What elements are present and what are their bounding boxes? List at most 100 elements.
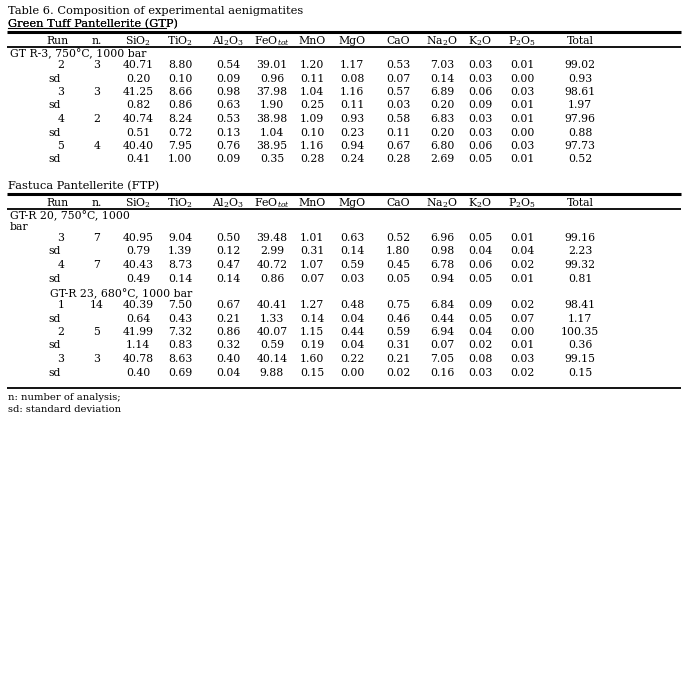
Text: 0.49: 0.49 bbox=[126, 274, 150, 283]
Text: 0.04: 0.04 bbox=[340, 313, 364, 324]
Text: 0.93: 0.93 bbox=[340, 114, 364, 124]
Text: 0.81: 0.81 bbox=[568, 274, 592, 283]
Text: 8.24: 8.24 bbox=[168, 114, 192, 124]
Text: 0.52: 0.52 bbox=[386, 233, 410, 243]
Text: 0.04: 0.04 bbox=[468, 246, 492, 256]
Text: 38.98: 38.98 bbox=[257, 114, 288, 124]
Text: 0.04: 0.04 bbox=[510, 246, 534, 256]
Text: 0.94: 0.94 bbox=[430, 274, 454, 283]
Text: 0.01: 0.01 bbox=[510, 114, 534, 124]
Text: 0.09: 0.09 bbox=[468, 101, 492, 111]
Text: 99.02: 99.02 bbox=[564, 60, 596, 70]
Text: 0.53: 0.53 bbox=[216, 114, 240, 124]
Text: 0.32: 0.32 bbox=[216, 341, 240, 350]
Text: 1.17: 1.17 bbox=[340, 60, 364, 70]
Text: 0.48: 0.48 bbox=[340, 300, 364, 310]
Text: 0.86: 0.86 bbox=[260, 274, 284, 283]
Text: 40.95: 40.95 bbox=[122, 233, 153, 243]
Text: 0.07: 0.07 bbox=[386, 73, 410, 83]
Text: GT-R 23, 680°C, 1000 bar: GT-R 23, 680°C, 1000 bar bbox=[50, 289, 192, 300]
Text: CaO: CaO bbox=[386, 198, 410, 208]
Text: MnO: MnO bbox=[299, 36, 325, 46]
Text: 1.00: 1.00 bbox=[168, 155, 192, 164]
Text: P$_2$O$_5$: P$_2$O$_5$ bbox=[508, 196, 536, 210]
Text: 0.06: 0.06 bbox=[468, 141, 492, 151]
Text: 0.08: 0.08 bbox=[340, 73, 364, 83]
Text: 4: 4 bbox=[58, 114, 65, 124]
Text: 1: 1 bbox=[58, 300, 65, 310]
Text: 7: 7 bbox=[94, 233, 100, 243]
Text: Green Tuff Pantellerite (GTP): Green Tuff Pantellerite (GTP) bbox=[8, 19, 178, 29]
Text: 40.07: 40.07 bbox=[257, 327, 288, 337]
Text: 2.99: 2.99 bbox=[260, 246, 284, 256]
Text: 0.07: 0.07 bbox=[300, 274, 324, 283]
Text: 0.00: 0.00 bbox=[510, 127, 534, 137]
Text: sd: sd bbox=[49, 73, 61, 83]
Text: 99.16: 99.16 bbox=[564, 233, 596, 243]
Text: 0.58: 0.58 bbox=[386, 114, 410, 124]
Text: 1.04: 1.04 bbox=[260, 127, 284, 137]
Text: 0.14: 0.14 bbox=[300, 313, 324, 324]
Text: 3: 3 bbox=[58, 233, 65, 243]
Text: 0.57: 0.57 bbox=[386, 87, 410, 97]
Text: 0.76: 0.76 bbox=[216, 141, 240, 151]
Text: 0.36: 0.36 bbox=[568, 341, 592, 350]
Text: Green Tuff Pantellerite (GTP): Green Tuff Pantellerite (GTP) bbox=[8, 19, 178, 29]
Text: 0.47: 0.47 bbox=[216, 260, 240, 270]
Text: K$_2$O: K$_2$O bbox=[468, 34, 492, 48]
Text: 0.21: 0.21 bbox=[386, 354, 410, 364]
Text: 0.03: 0.03 bbox=[468, 114, 492, 124]
Text: sd: standard deviation: sd: standard deviation bbox=[8, 404, 121, 414]
Text: 41.25: 41.25 bbox=[122, 87, 153, 97]
Text: 0.02: 0.02 bbox=[468, 341, 492, 350]
Text: 1.39: 1.39 bbox=[168, 246, 192, 256]
Text: P$_2$O$_5$: P$_2$O$_5$ bbox=[508, 34, 536, 48]
Text: 0.67: 0.67 bbox=[216, 300, 240, 310]
Text: FeO$_{tot}$: FeO$_{tot}$ bbox=[254, 196, 290, 210]
Text: 1.17: 1.17 bbox=[568, 313, 592, 324]
Text: 0.03: 0.03 bbox=[386, 101, 410, 111]
Text: 3: 3 bbox=[94, 60, 100, 70]
Text: n.: n. bbox=[92, 198, 103, 208]
Text: 0.02: 0.02 bbox=[386, 367, 410, 378]
Text: 0.52: 0.52 bbox=[568, 155, 592, 164]
Text: 0.03: 0.03 bbox=[468, 73, 492, 83]
Text: 0.09: 0.09 bbox=[468, 300, 492, 310]
Text: 0.35: 0.35 bbox=[260, 155, 284, 164]
Text: 40.39: 40.39 bbox=[122, 300, 153, 310]
Text: 0.28: 0.28 bbox=[386, 155, 410, 164]
Text: 39.01: 39.01 bbox=[257, 60, 288, 70]
Text: 0.41: 0.41 bbox=[126, 155, 150, 164]
Text: 0.43: 0.43 bbox=[168, 313, 192, 324]
Text: 0.31: 0.31 bbox=[386, 341, 410, 350]
Text: 2: 2 bbox=[94, 114, 100, 124]
Text: 40.78: 40.78 bbox=[122, 354, 153, 364]
Text: 40.40: 40.40 bbox=[122, 141, 153, 151]
Text: FeO$_{tot}$: FeO$_{tot}$ bbox=[254, 34, 290, 48]
Text: 0.24: 0.24 bbox=[340, 155, 364, 164]
Text: 1.14: 1.14 bbox=[126, 341, 150, 350]
Text: 1.80: 1.80 bbox=[386, 246, 410, 256]
Text: 7: 7 bbox=[94, 260, 100, 270]
Text: 0.98: 0.98 bbox=[216, 87, 240, 97]
Text: 1.90: 1.90 bbox=[260, 101, 284, 111]
Text: 1.15: 1.15 bbox=[300, 327, 324, 337]
Text: 0.59: 0.59 bbox=[386, 327, 410, 337]
Text: 0.59: 0.59 bbox=[340, 260, 364, 270]
Text: 0.67: 0.67 bbox=[386, 141, 410, 151]
Text: GT-R 20, 750°C, 1000: GT-R 20, 750°C, 1000 bbox=[10, 211, 130, 222]
Text: 0.86: 0.86 bbox=[216, 327, 240, 337]
Text: Al$_2$O$_3$: Al$_2$O$_3$ bbox=[212, 34, 244, 48]
Text: 1.09: 1.09 bbox=[300, 114, 324, 124]
Text: sd: sd bbox=[49, 155, 61, 164]
Text: 0.40: 0.40 bbox=[216, 354, 240, 364]
Text: 6.89: 6.89 bbox=[430, 87, 454, 97]
Text: 0.03: 0.03 bbox=[510, 354, 534, 364]
Text: 0.05: 0.05 bbox=[468, 274, 492, 283]
Text: 0.14: 0.14 bbox=[340, 246, 364, 256]
Text: 0.16: 0.16 bbox=[430, 367, 454, 378]
Text: 0.02: 0.02 bbox=[510, 367, 534, 378]
Text: 41.99: 41.99 bbox=[122, 327, 153, 337]
Text: 0.02: 0.02 bbox=[510, 300, 534, 310]
Text: 4: 4 bbox=[58, 260, 65, 270]
